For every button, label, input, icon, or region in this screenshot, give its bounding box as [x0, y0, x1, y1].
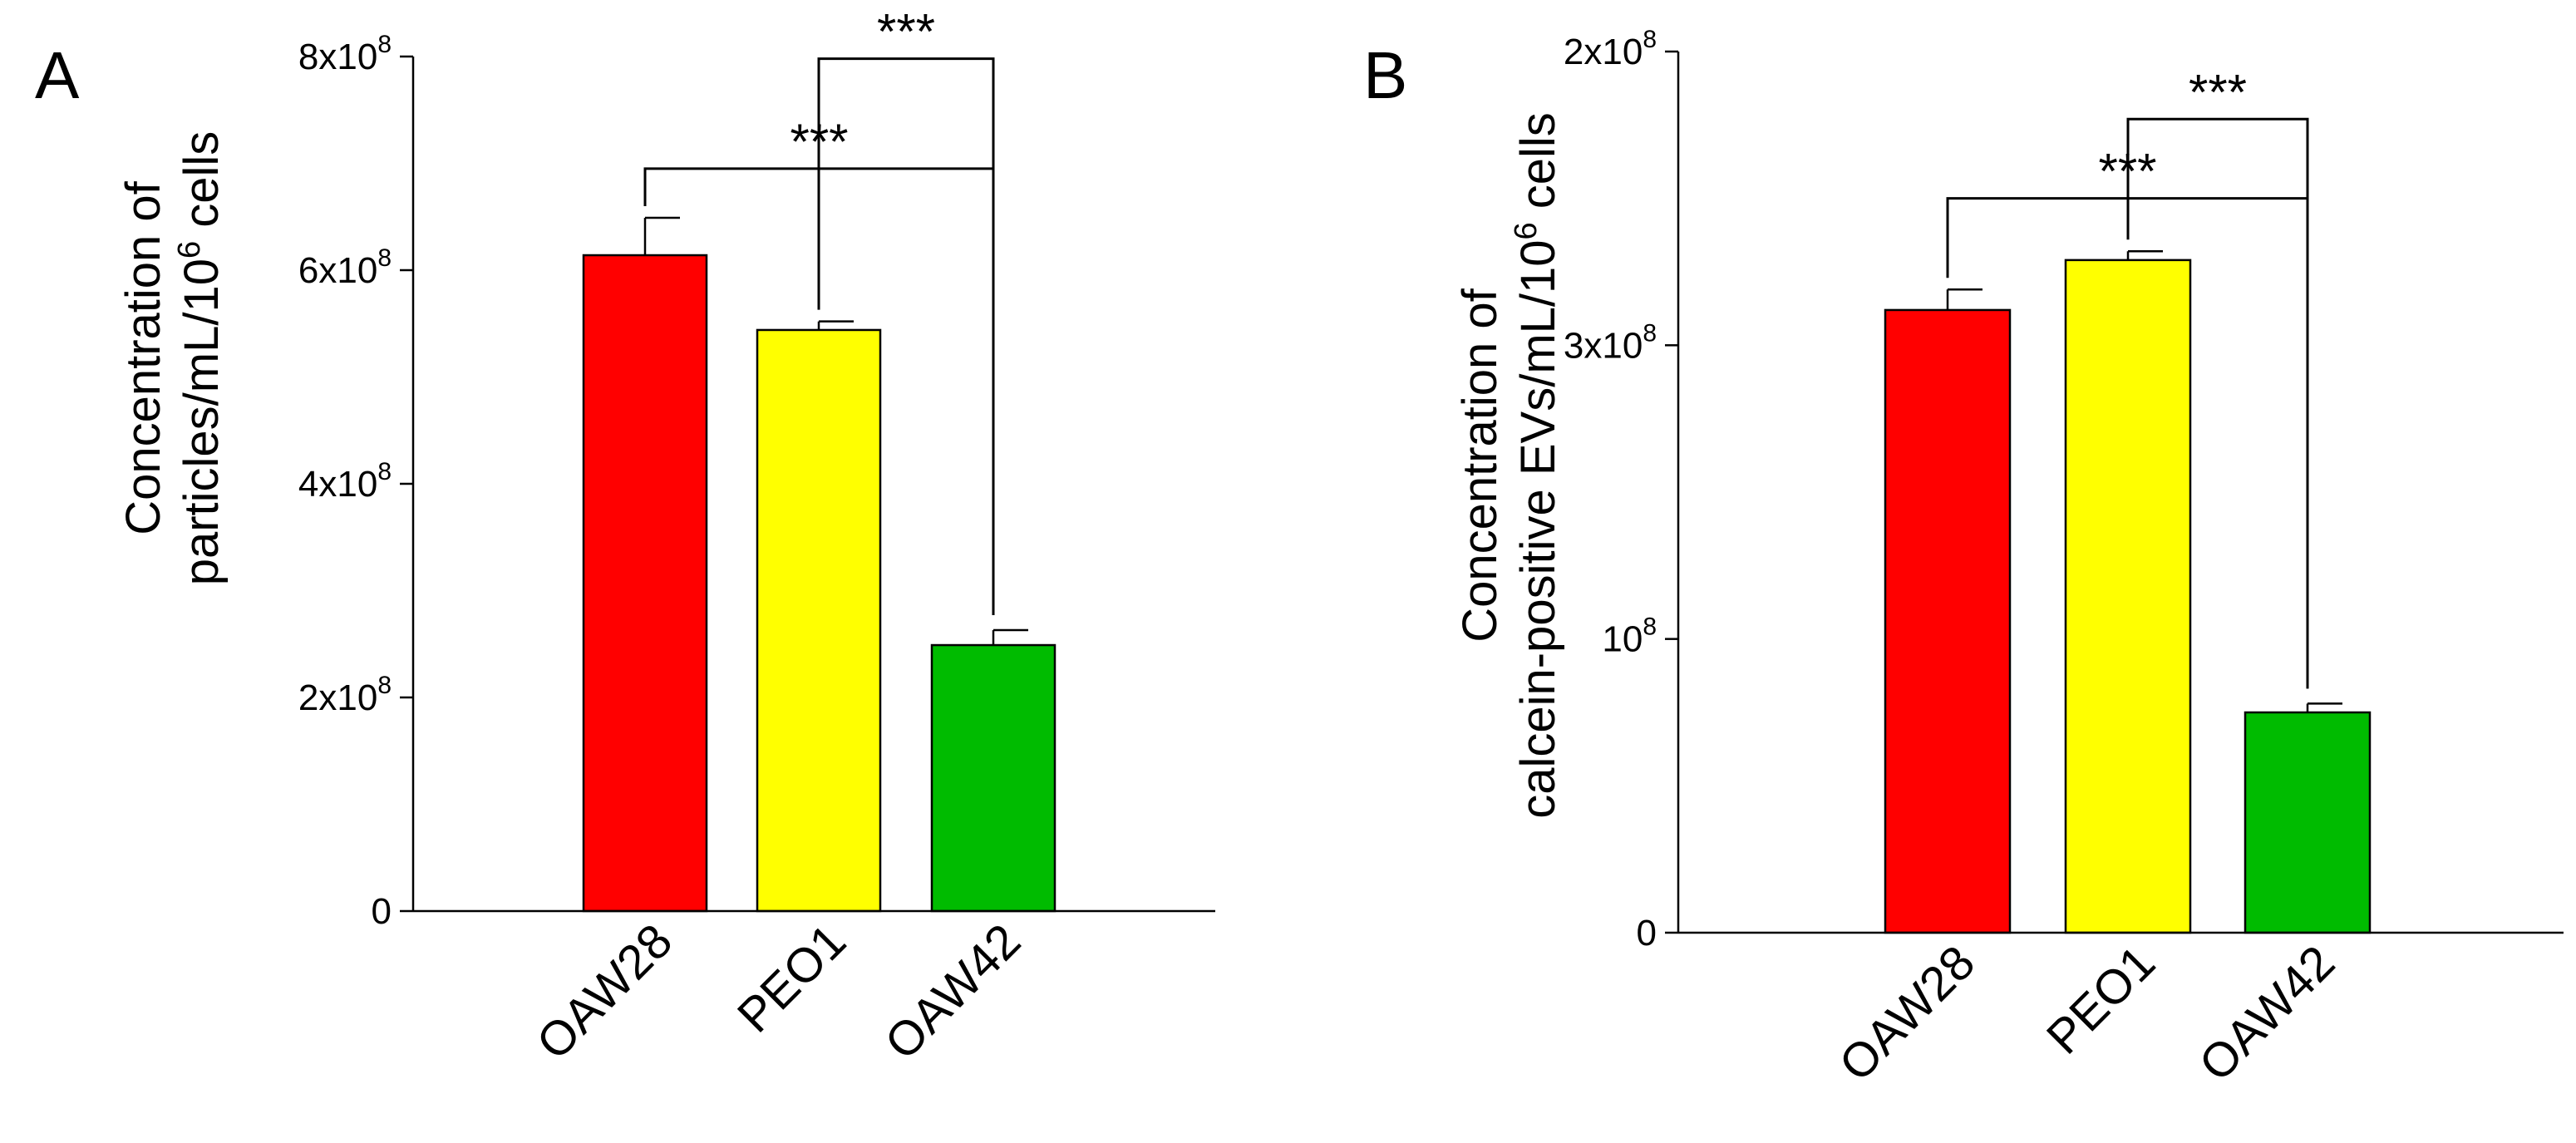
panel-a-letter: A — [35, 38, 80, 112]
panel-a-significance-label: *** — [790, 114, 848, 170]
panel-b-category-label: OAW28 — [1829, 935, 1985, 1091]
panel-b-tick-label-exponent: 8 — [1643, 319, 1657, 347]
panel-b-tick-label-exponent: 8 — [1643, 26, 1657, 53]
panel-b-significance-label: *** — [2189, 64, 2247, 120]
panel-a-significance-bracket — [643, 167, 995, 616]
panel-a-tick-label: 2x108 — [298, 672, 392, 718]
panel-a-significance-label: *** — [877, 4, 935, 60]
panel-b-ylabel-line2-sup: 6 — [1509, 222, 1544, 239]
panel-a-ylabel-line2-pre: particles/mL/10 — [175, 259, 229, 585]
panel-b-tick-label-base: 0 — [1637, 913, 1657, 953]
panel-a-tick-label: 0 — [372, 891, 392, 932]
panel-a-ylabel-line1: Concentration of — [116, 180, 170, 535]
panel-b-bar-oaw28 — [1884, 308, 2012, 934]
panel-a-y-label: Concentration of particles/mL/106 cells — [116, 131, 229, 586]
panel-b-ylabel-line2-post: cells — [1511, 112, 1565, 222]
panel-a-bar-oaw28 — [582, 254, 708, 913]
panel-b-tick-label: 3x108 — [1564, 319, 1657, 366]
panel-b-bar-peo1 — [2064, 259, 2192, 934]
panel-a-categories: OAW28 PEO1 OAW42 — [526, 914, 1031, 1070]
panel-b-tick-label-exponent: 8 — [1643, 613, 1657, 641]
panel-b-significance-bracket — [1946, 197, 2309, 689]
panel-a-ylabel-line2: particles/mL/106 cells — [172, 131, 229, 586]
panel-a-tick-label-base: 0 — [372, 891, 392, 932]
panel-a-category-label: OAW28 — [526, 914, 682, 1070]
panel-b-letter: B — [1363, 38, 1407, 112]
panel-a-bar-oaw42 — [930, 643, 1057, 913]
panel-a-tick-label-exponent: 8 — [377, 244, 392, 272]
panel-b-ylabel-line2-pre: calcein-positive EVs/mL/10 — [1511, 239, 1565, 818]
panel-b-significance-label: *** — [2098, 144, 2156, 200]
panel-a-bars — [582, 216, 1057, 913]
panel-b-tick-label-base: 10 — [1602, 619, 1643, 660]
panel-b-tick-label: 2x108 — [1564, 26, 1657, 72]
panel-b-tick-label-base: 3x10 — [1564, 325, 1643, 366]
panel-a-tick-label-exponent: 8 — [377, 672, 392, 699]
panel-a-tick-label-exponent: 8 — [377, 458, 392, 485]
panel-a-ylabel-line2-sup: 6 — [172, 241, 207, 259]
panel-a-ylabel-line2-post: cells — [175, 131, 229, 241]
panel-a-category-label: PEO1 — [727, 914, 856, 1042]
panel-a-tick-label: 8x108 — [298, 31, 392, 77]
panel-a-category-label: OAW42 — [874, 914, 1031, 1070]
panel-b-significance: *** *** — [1946, 64, 2309, 689]
panel-b-y-label: Concentration of calcein-positive EVs/mL… — [1453, 112, 1565, 819]
panel-a-tick-label-base: 4x10 — [298, 464, 377, 505]
panel-b-tick-label: 108 — [1602, 613, 1657, 660]
panel-b-ylabel-line1: Concentration of — [1453, 288, 1507, 642]
panel-b-tick-label: 0 — [1637, 913, 1657, 953]
panel-a-significance: *** *** — [643, 4, 995, 616]
panel-b-categories: OAW28 PEO1 OAW42 — [1829, 935, 2345, 1091]
panel-b-bar-oaw42 — [2244, 711, 2372, 934]
panel-b-category-label: PEO1 — [2037, 935, 2165, 1064]
panel-a-tick-label: 4x108 — [298, 458, 392, 505]
panel-a-bar-peo1 — [756, 328, 882, 913]
panel-a-tick-label-base: 2x10 — [298, 677, 377, 718]
panel-a-tick-label: 6x108 — [298, 244, 392, 291]
panel-a-tick-label-base: 6x10 — [298, 250, 377, 291]
panel-b-tick-label-base: 2x10 — [1564, 32, 1643, 72]
panel-a-tick-label-base: 8x10 — [298, 37, 377, 77]
panel-b-bars — [1884, 250, 2372, 934]
panel-b-ylabel-line2: calcein-positive EVs/mL/106 cells — [1509, 112, 1565, 819]
panel-a-tick-label-exponent: 8 — [377, 31, 392, 58]
panel-b-category-label: OAW42 — [2189, 935, 2345, 1091]
